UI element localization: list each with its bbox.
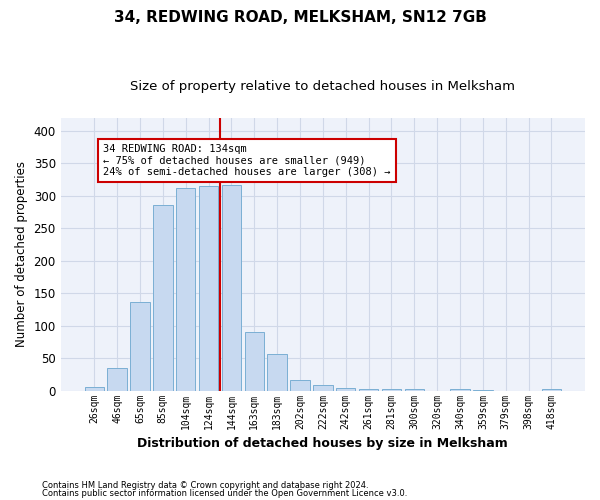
Bar: [107, 368, 127, 390]
Bar: [290, 380, 310, 390]
Bar: [130, 302, 149, 390]
Bar: [336, 388, 355, 390]
Bar: [199, 186, 218, 390]
Text: 34 REDWING ROAD: 134sqm
← 75% of detached houses are smaller (949)
24% of semi-d: 34 REDWING ROAD: 134sqm ← 75% of detache…: [103, 144, 391, 177]
Bar: [176, 188, 196, 390]
Bar: [245, 332, 264, 390]
X-axis label: Distribution of detached houses by size in Melksham: Distribution of detached houses by size …: [137, 437, 508, 450]
Bar: [153, 206, 173, 390]
Bar: [85, 388, 104, 390]
Bar: [268, 354, 287, 391]
Title: Size of property relative to detached houses in Melksham: Size of property relative to detached ho…: [130, 80, 515, 93]
Text: Contains HM Land Registry data © Crown copyright and database right 2024.: Contains HM Land Registry data © Crown c…: [42, 481, 368, 490]
Text: 34, REDWING ROAD, MELKSHAM, SN12 7GB: 34, REDWING ROAD, MELKSHAM, SN12 7GB: [113, 10, 487, 25]
Bar: [313, 385, 332, 390]
Y-axis label: Number of detached properties: Number of detached properties: [15, 161, 28, 347]
Bar: [221, 186, 241, 390]
Text: Contains public sector information licensed under the Open Government Licence v3: Contains public sector information licen…: [42, 488, 407, 498]
Bar: [404, 388, 424, 390]
